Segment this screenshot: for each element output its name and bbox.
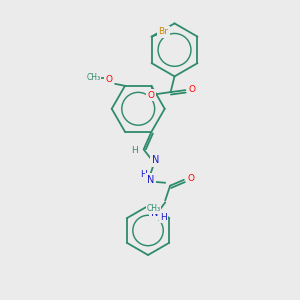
Text: CH₃: CH₃ <box>86 74 100 82</box>
Text: N: N <box>152 155 159 165</box>
Text: H: H <box>140 170 147 179</box>
Text: H: H <box>160 213 166 222</box>
Text: CH₃: CH₃ <box>146 204 161 213</box>
Text: Br: Br <box>158 27 168 36</box>
Text: O: O <box>148 91 154 100</box>
Text: O: O <box>187 174 194 183</box>
Text: N: N <box>151 208 158 218</box>
Text: O: O <box>106 75 113 84</box>
Text: O: O <box>189 85 196 94</box>
Text: H: H <box>131 146 138 155</box>
Text: N: N <box>147 175 154 185</box>
